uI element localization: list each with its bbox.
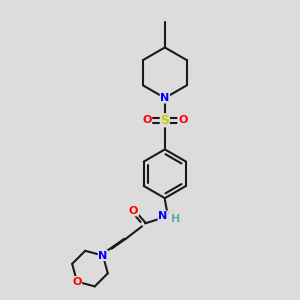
Text: O: O <box>129 206 138 216</box>
Text: O: O <box>178 115 188 125</box>
Text: N: N <box>98 250 108 261</box>
Text: N: N <box>158 211 167 221</box>
Text: O: O <box>72 277 82 286</box>
Text: O: O <box>142 115 152 125</box>
Text: S: S <box>160 114 169 127</box>
Text: H: H <box>171 214 180 224</box>
Text: N: N <box>160 93 170 103</box>
